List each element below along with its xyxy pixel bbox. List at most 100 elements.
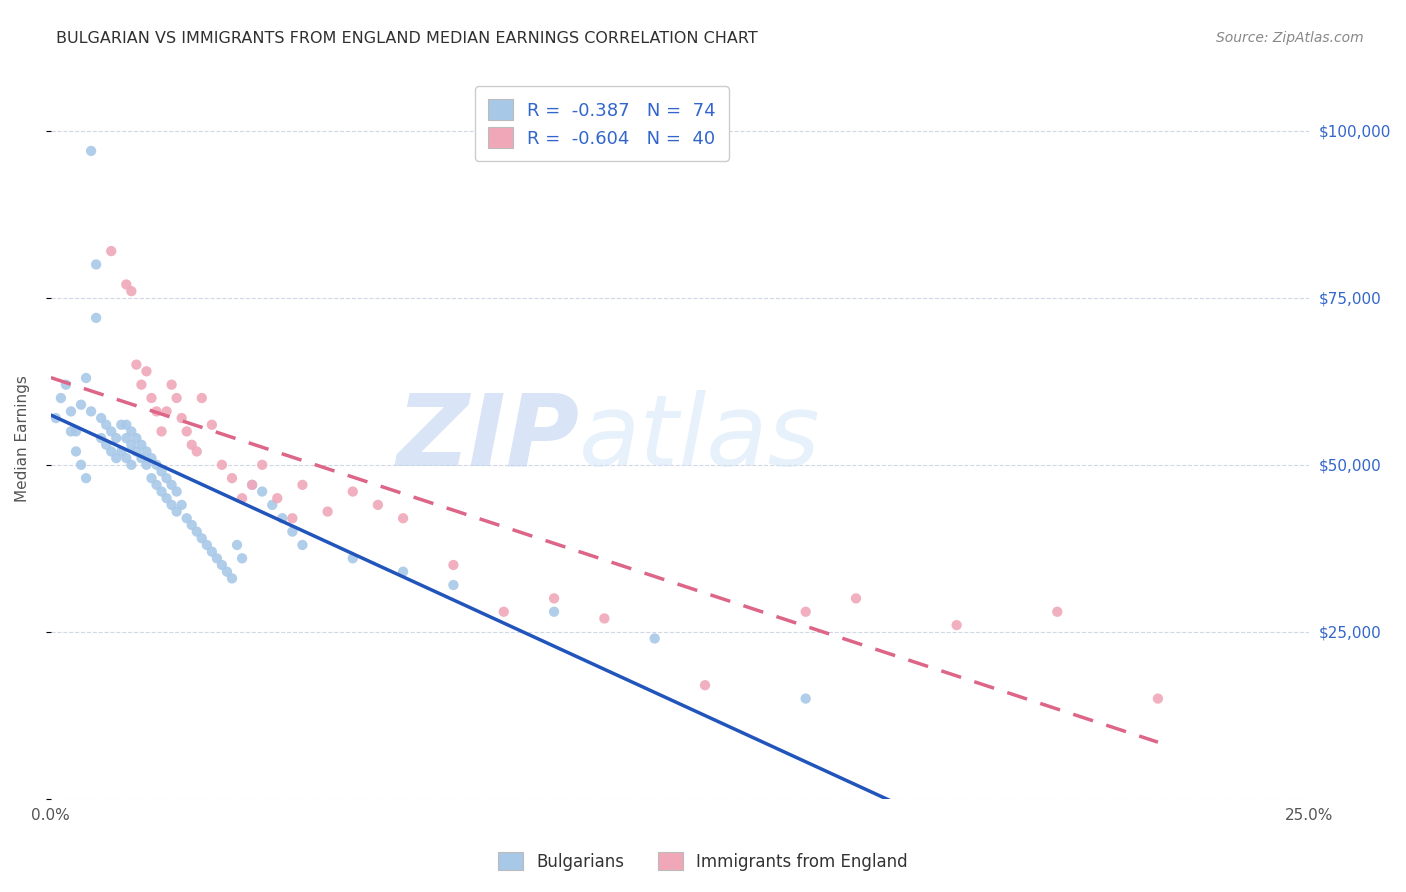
Point <box>226 538 249 552</box>
Point <box>115 431 138 445</box>
Point <box>211 458 233 472</box>
Point <box>392 565 415 579</box>
Point <box>70 398 93 412</box>
Text: BULGARIAN VS IMMIGRANTS FROM ENGLAND MEDIAN EARNINGS CORRELATION CHART: BULGARIAN VS IMMIGRANTS FROM ENGLAND MED… <box>56 31 758 46</box>
Point <box>392 511 415 525</box>
Point <box>342 551 364 566</box>
Point <box>441 578 464 592</box>
Point <box>65 425 87 439</box>
Point <box>160 478 183 492</box>
Point <box>115 451 138 466</box>
Point <box>55 377 77 392</box>
Point <box>262 498 284 512</box>
Point <box>100 425 122 439</box>
Point <box>141 471 163 485</box>
Point <box>191 391 214 405</box>
Point <box>845 591 868 606</box>
Point <box>215 565 238 579</box>
Point <box>120 284 142 298</box>
Point <box>145 404 167 418</box>
Point <box>150 484 173 499</box>
Point <box>100 244 122 258</box>
Point <box>115 277 138 292</box>
Point <box>180 438 202 452</box>
Point <box>141 451 163 466</box>
Point <box>201 544 224 558</box>
Point <box>794 691 817 706</box>
Point <box>266 491 288 506</box>
Point <box>166 484 188 499</box>
Text: Source: ZipAtlas.com: Source: ZipAtlas.com <box>1216 31 1364 45</box>
Point <box>180 517 202 532</box>
Y-axis label: Median Earnings: Median Earnings <box>15 375 30 501</box>
Point <box>316 505 339 519</box>
Point <box>211 558 233 572</box>
Point <box>131 377 153 392</box>
Point <box>125 431 148 445</box>
Point <box>693 678 716 692</box>
Point <box>105 431 128 445</box>
Point <box>195 538 218 552</box>
Point <box>125 358 148 372</box>
Point <box>205 551 228 566</box>
Point <box>120 438 142 452</box>
Point <box>75 371 97 385</box>
Point <box>593 611 616 625</box>
Point <box>441 558 464 572</box>
Point <box>281 511 304 525</box>
Point <box>186 524 208 539</box>
Point <box>120 425 142 439</box>
Point <box>945 618 967 632</box>
Point <box>240 478 263 492</box>
Point <box>120 458 142 472</box>
Point <box>186 444 208 458</box>
Point <box>84 310 107 325</box>
Point <box>145 478 167 492</box>
Point <box>794 605 817 619</box>
Point <box>231 551 253 566</box>
Point <box>131 451 153 466</box>
Point <box>155 404 177 418</box>
Point <box>100 444 122 458</box>
Point <box>59 404 82 418</box>
Point <box>170 411 193 425</box>
Point <box>240 478 263 492</box>
Point <box>644 632 666 646</box>
Point <box>166 505 188 519</box>
Point <box>90 411 112 425</box>
Point <box>250 484 273 499</box>
Point <box>84 257 107 271</box>
Legend: R =  -0.387   N =  74, R =  -0.604   N =  40: R = -0.387 N = 74, R = -0.604 N = 40 <box>475 87 728 161</box>
Point <box>141 391 163 405</box>
Point <box>150 425 173 439</box>
Point <box>125 444 148 458</box>
Point <box>160 498 183 512</box>
Point <box>250 458 273 472</box>
Point <box>115 417 138 432</box>
Legend: Bulgarians, Immigrants from England: Bulgarians, Immigrants from England <box>489 844 917 880</box>
Point <box>281 524 304 539</box>
Point <box>135 458 157 472</box>
Point <box>367 498 389 512</box>
Point <box>155 491 177 506</box>
Point <box>49 391 72 405</box>
Point <box>105 451 128 466</box>
Point <box>543 605 565 619</box>
Point <box>145 458 167 472</box>
Point <box>231 491 253 506</box>
Point <box>291 478 314 492</box>
Text: atlas: atlas <box>579 390 821 487</box>
Point <box>90 431 112 445</box>
Point <box>96 438 118 452</box>
Point <box>110 417 132 432</box>
Point <box>45 411 67 425</box>
Point <box>110 444 132 458</box>
Point <box>75 471 97 485</box>
Point <box>1147 691 1170 706</box>
Point <box>176 425 198 439</box>
Point <box>59 425 82 439</box>
Point <box>80 404 103 418</box>
Point <box>291 538 314 552</box>
Point <box>271 511 294 525</box>
Point <box>135 444 157 458</box>
